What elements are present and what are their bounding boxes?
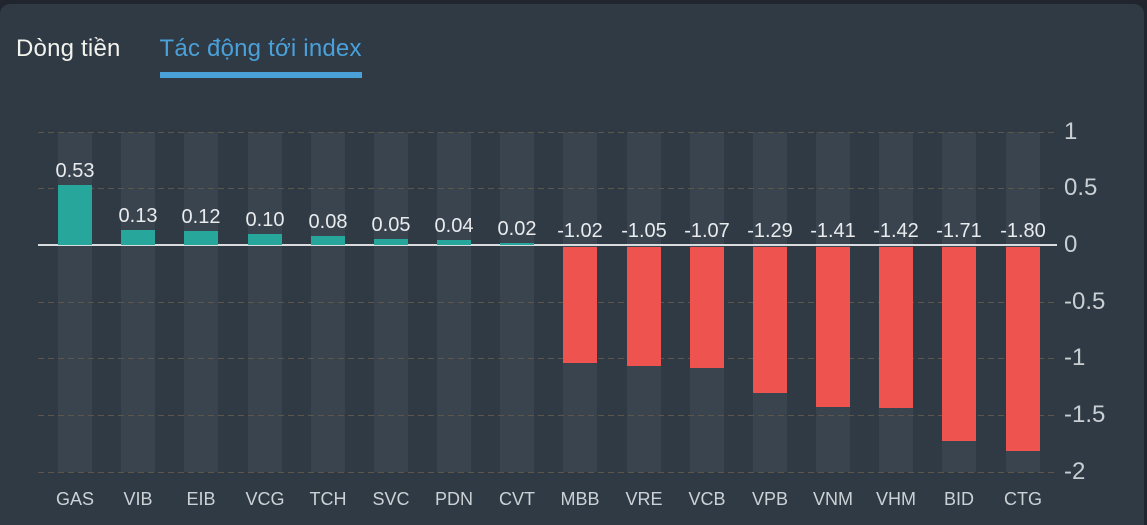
y-axis-tick-label: -2 [1064,458,1086,485]
y-axis-tick-label: 1 [1064,118,1078,145]
bar-positive[interactable] [58,185,92,245]
bar-negative[interactable] [690,247,724,368]
bar-value-label: 0.53 [55,160,95,182]
bar-positive[interactable] [500,243,534,245]
bar-negative[interactable] [627,247,661,366]
bar-value-label: 0.12 [181,206,221,228]
category-label: VPB [751,489,789,509]
bar-positive[interactable] [311,236,345,245]
grid-line [38,188,1057,189]
axis-zero-line [38,244,1057,246]
category-label: TCH [309,489,347,509]
category-label: BID [943,489,974,509]
category-label: MBB [560,489,600,509]
y-axis-tick-label: -0.5 [1064,288,1106,315]
bar-value-label: -1.41 [810,220,856,242]
bar-value-label: 0.08 [308,211,348,233]
y-axis-tick-label: 0.5 [1064,174,1098,201]
category-label: CVT [499,489,535,509]
category-label: GAS [55,489,94,509]
grid-line [38,302,1057,303]
bar-negative[interactable] [1006,247,1040,451]
bar-value-label: 0.04 [434,215,474,237]
category-label: EIB [186,489,216,509]
category-label: VIB [123,489,153,509]
bar-positive[interactable] [184,231,218,245]
bar-value-label: 0.10 [245,209,285,231]
bar-value-label: -1.07 [684,220,730,242]
y-axis-tick-label: 0 [1064,231,1078,258]
bar-value-label: -1.02 [557,220,603,242]
bar-negative[interactable] [942,247,976,441]
bar-positive[interactable] [374,239,408,245]
grid-line [38,415,1057,416]
category-label: CTG [1004,489,1042,509]
y-axis-tick-label: -1.5 [1064,401,1106,428]
grid-line [38,472,1057,473]
bar-value-label: -1.80 [1000,220,1046,242]
category-label: VHM [876,489,916,509]
category-label: VRE [625,489,663,509]
grid-line [38,358,1057,359]
category-label: SVC [372,489,410,509]
bar-negative[interactable] [879,247,913,408]
bar-negative[interactable] [563,247,597,363]
tab-bar: Dòng tiền Tác động tới index [0,4,1144,78]
bar-negative[interactable] [816,247,850,407]
bar-value-label: -1.05 [621,220,667,242]
bar-positive[interactable] [121,230,155,245]
category-label: PDN [434,489,473,509]
bar-positive[interactable] [248,234,282,245]
category-label: VNM [813,489,853,509]
bar-value-label: 0.13 [118,205,158,227]
bar-value-label: -1.42 [873,220,919,242]
bar-value-label: 0.05 [371,214,411,236]
y-axis-tick-label: -1 [1064,344,1086,371]
grid-line [38,132,1057,133]
bar-value-label: -1.71 [936,220,982,242]
bar-value-label: -1.29 [747,220,793,242]
bar-positive[interactable] [437,240,471,245]
tab-tac-dong-toi-index[interactable]: Tác động tới index [159,34,362,78]
tab-dong-tien[interactable]: Dòng tiền [16,35,121,62]
bar-value-label: 0.02 [497,218,537,240]
category-label: VCG [245,489,285,509]
bar-negative[interactable] [753,247,787,393]
category-label: VCB [688,489,726,509]
